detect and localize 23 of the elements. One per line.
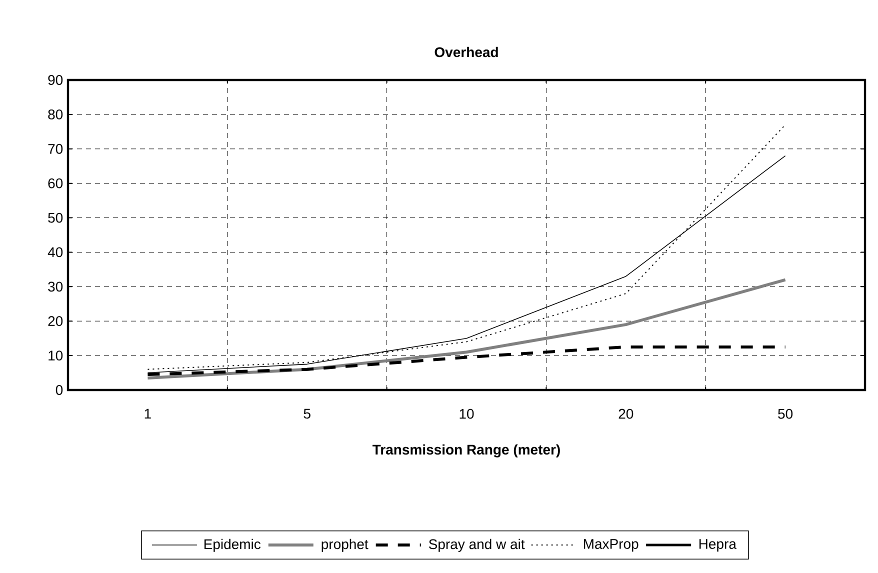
chart-title: Overhead xyxy=(434,46,498,58)
legend-label: prophet xyxy=(322,538,368,552)
y-tick-label: 80 xyxy=(48,109,63,120)
line-series xyxy=(146,278,787,380)
y-tick-label: 90 xyxy=(48,75,63,85)
legend-label: MaxProp xyxy=(584,539,638,552)
x-tick-label: 20 xyxy=(618,408,634,419)
x-tick-label: 5 xyxy=(304,408,310,419)
legend-label: Hepra xyxy=(699,539,736,552)
y-tick-label: 0 xyxy=(56,385,63,395)
y-tick-label: 10 xyxy=(48,350,63,361)
y-tick-label: 20 xyxy=(48,316,63,326)
y-tick-label: 60 xyxy=(48,178,63,188)
x-tick-label: 1 xyxy=(144,408,151,418)
x-tick-label: 50 xyxy=(778,408,793,419)
legend-label: Spray and w ait xyxy=(428,538,525,552)
x-axis-title: Transmission Range (meter) xyxy=(372,444,560,458)
y-tick-label: 30 xyxy=(48,282,63,292)
y-tick-label: 70 xyxy=(48,144,63,154)
x-tick-label: 10 xyxy=(460,408,474,419)
legend-label: Epidemic xyxy=(204,538,261,552)
y-tick-label: 50 xyxy=(48,212,63,223)
y-tick-label: 40 xyxy=(48,247,63,258)
